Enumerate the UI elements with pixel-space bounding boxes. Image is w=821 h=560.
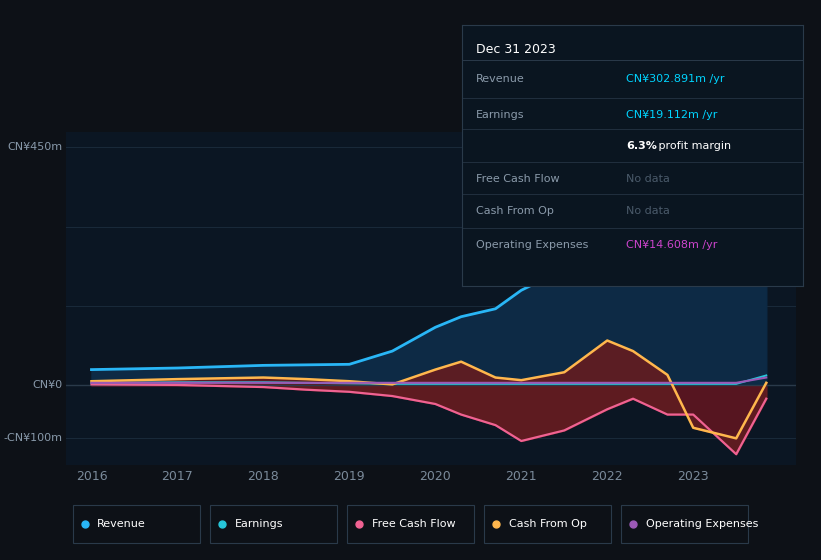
Text: Revenue: Revenue	[476, 73, 525, 83]
Text: CN¥302.891m /yr: CN¥302.891m /yr	[626, 73, 724, 83]
Bar	[621, 505, 749, 543]
Text: profit margin: profit margin	[654, 141, 731, 151]
Text: Dec 31 2023: Dec 31 2023	[476, 44, 556, 57]
Text: CN¥19.112m /yr: CN¥19.112m /yr	[626, 110, 717, 120]
Text: CN¥450m: CN¥450m	[7, 142, 62, 152]
Text: Operating Expenses: Operating Expenses	[646, 519, 758, 529]
Text: No data: No data	[626, 207, 670, 216]
Bar	[347, 505, 475, 543]
Text: Cash From Op: Cash From Op	[509, 519, 586, 529]
Text: Revenue: Revenue	[97, 519, 146, 529]
Text: No data: No data	[626, 174, 670, 184]
Text: 6.3%: 6.3%	[626, 141, 657, 151]
Bar	[484, 505, 611, 543]
Text: CN¥14.608m /yr: CN¥14.608m /yr	[626, 240, 717, 250]
Text: Earnings: Earnings	[476, 110, 525, 120]
Text: -CN¥100m: -CN¥100m	[3, 433, 62, 444]
Text: Operating Expenses: Operating Expenses	[476, 240, 588, 250]
Bar	[209, 505, 337, 543]
Bar	[72, 505, 200, 543]
Text: CN¥0: CN¥0	[32, 380, 62, 390]
Text: Earnings: Earnings	[235, 519, 283, 529]
Text: Free Cash Flow: Free Cash Flow	[476, 174, 559, 184]
Text: Free Cash Flow: Free Cash Flow	[372, 519, 455, 529]
Text: Cash From Op: Cash From Op	[476, 207, 553, 216]
